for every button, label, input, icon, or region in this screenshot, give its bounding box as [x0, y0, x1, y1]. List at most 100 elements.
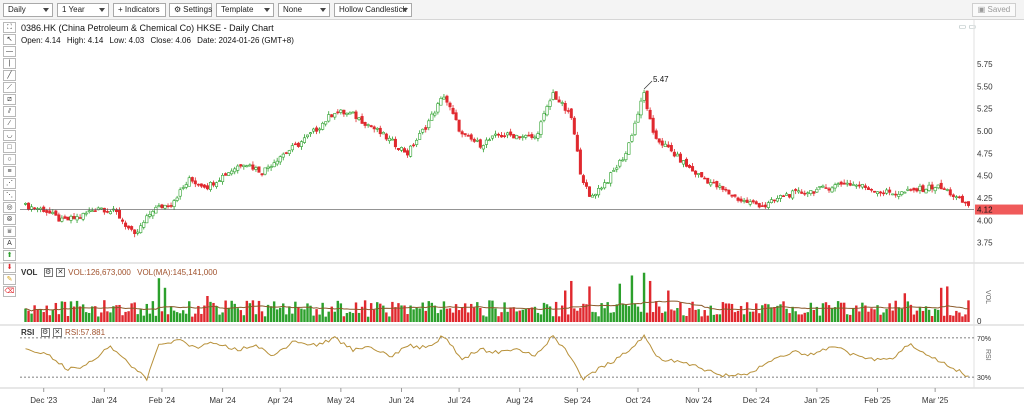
cursor-tool-icon[interactable]: ↖: [3, 34, 16, 45]
candle-body: [375, 128, 379, 130]
volume-bar: [591, 311, 594, 322]
candle-body: [166, 205, 170, 208]
volume-bar: [521, 309, 524, 322]
cycle-tool-icon[interactable]: ⦾: [3, 214, 16, 225]
chart-type-select[interactable]: Hollow Candlestick: [334, 3, 412, 17]
screenshot-icon[interactable]: ▭: [958, 22, 967, 31]
text-tool-icon[interactable]: A: [3, 238, 16, 249]
volume-bar: [803, 312, 806, 322]
rectangle-tool-icon[interactable]: □: [3, 142, 16, 153]
fullscreen-icon[interactable]: ▭: [968, 22, 976, 31]
chart-toolbar: Daily 1 Year + Indicators ⚙ Settings Temp…: [0, 0, 1024, 20]
candle-body: [66, 216, 70, 221]
crosshair-tool-icon[interactable]: ⛶: [3, 22, 16, 33]
candle-body: [418, 133, 422, 140]
volume-bar: [124, 311, 127, 322]
ray-tool-icon[interactable]: ⟋: [3, 82, 16, 93]
volume-bar: [470, 303, 473, 322]
volume-bar: [72, 306, 76, 322]
candle-body: [769, 199, 773, 203]
settings-button[interactable]: ⚙ Settings: [169, 3, 212, 17]
extended-line-tool-icon[interactable]: ⧄: [3, 94, 16, 105]
template-select[interactable]: Template: [216, 3, 274, 17]
trend-line-tool-icon[interactable]: ╱: [3, 70, 16, 81]
volume-bar: [648, 280, 652, 322]
volume-bar: [197, 305, 200, 322]
rsi-axis-label: RSI: [984, 349, 991, 361]
candle-body: [657, 138, 661, 143]
candle-body: [348, 112, 352, 115]
close-icon[interactable]: ✕: [55, 268, 65, 277]
indicators-button[interactable]: + Indicators: [113, 3, 166, 17]
candle-body: [609, 172, 613, 184]
ellipse-tool-icon[interactable]: ○: [3, 154, 16, 165]
candle-body: [312, 128, 316, 132]
saved-button[interactable]: ▣ Saved: [972, 3, 1016, 17]
candle-body: [490, 135, 494, 139]
volume-bar: [391, 301, 394, 322]
volume-bar: [900, 308, 903, 322]
candle-body: [24, 203, 28, 205]
pencil-tool-icon[interactable]: ✎: [3, 274, 16, 285]
volume-bar: [69, 301, 73, 322]
volume-bar: [248, 303, 252, 322]
fibonacci-tool-icon[interactable]: ≡: [3, 166, 16, 177]
gann-fan-tool-icon[interactable]: ⋱: [3, 190, 16, 201]
volume-bar: [506, 311, 509, 322]
gear-icon[interactable]: ⚙: [43, 268, 53, 277]
gear-icon[interactable]: ⚙: [40, 328, 50, 337]
candle-body: [381, 132, 385, 135]
volume-bar: [788, 313, 791, 322]
volume-bar: [436, 313, 440, 322]
volume-bar: [172, 310, 176, 322]
candle-body: [724, 188, 728, 191]
candle-body: [903, 191, 907, 194]
volume-bar: [148, 313, 152, 322]
volume-bar: [169, 306, 173, 322]
volume-bar: [488, 300, 491, 322]
candle-body: [678, 153, 682, 163]
range-select-value: 1 Year: [62, 5, 85, 14]
arrow-up-tool-icon[interactable]: ⬆: [3, 250, 16, 261]
volume-bar: [403, 305, 406, 322]
candle-body: [939, 182, 943, 190]
candle-body: [484, 139, 488, 145]
candle-body: [651, 117, 655, 133]
candle-body: [836, 183, 840, 186]
arc-tool-icon[interactable]: ◡: [3, 130, 16, 141]
volume-bar: [548, 306, 552, 322]
vertical-line-tool-icon[interactable]: |: [3, 58, 16, 69]
volume-bar: [779, 304, 782, 322]
volume-bar: [430, 302, 434, 322]
candle-body: [912, 187, 916, 191]
overlay-select[interactable]: None: [278, 3, 330, 17]
range-select[interactable]: 1 Year: [57, 3, 109, 17]
x-tick-label: Jul '24: [448, 396, 471, 405]
candle-body: [700, 172, 704, 178]
rsi-y-tick-label: 70%: [977, 336, 991, 343]
pitchfork-tool-icon[interactable]: ⩸: [3, 226, 16, 237]
candle-body: [281, 153, 285, 158]
candle-body: [196, 183, 200, 186]
volume-bar: [888, 303, 891, 322]
volume-bar: [852, 307, 855, 322]
period-select[interactable]: Daily: [3, 3, 53, 17]
candle-body: [342, 109, 346, 115]
chart-title: 0386.HK (China Petroleum & Chemical Co) …: [21, 23, 274, 33]
volume-bar: [209, 301, 212, 322]
brush-tool-icon[interactable]: ∕: [3, 118, 16, 129]
eraser-tool-icon[interactable]: ⌫: [3, 286, 16, 297]
candle-body: [357, 117, 361, 120]
volume-bar: [339, 303, 343, 322]
volume-bar: [54, 302, 58, 322]
horizontal-line-tool-icon[interactable]: —: [3, 46, 16, 57]
fib-fan-tool-icon[interactable]: ⋰: [3, 178, 16, 189]
channel-tool-icon[interactable]: ⫽: [3, 106, 16, 117]
chevron-down-icon: [43, 8, 49, 12]
volume-bar: [858, 311, 861, 322]
volume-zero-tick-label: 0: [977, 317, 982, 326]
candle-body: [199, 183, 203, 187]
speed-lines-tool-icon[interactable]: ◎: [3, 202, 16, 213]
close-icon[interactable]: ✕: [52, 328, 62, 337]
